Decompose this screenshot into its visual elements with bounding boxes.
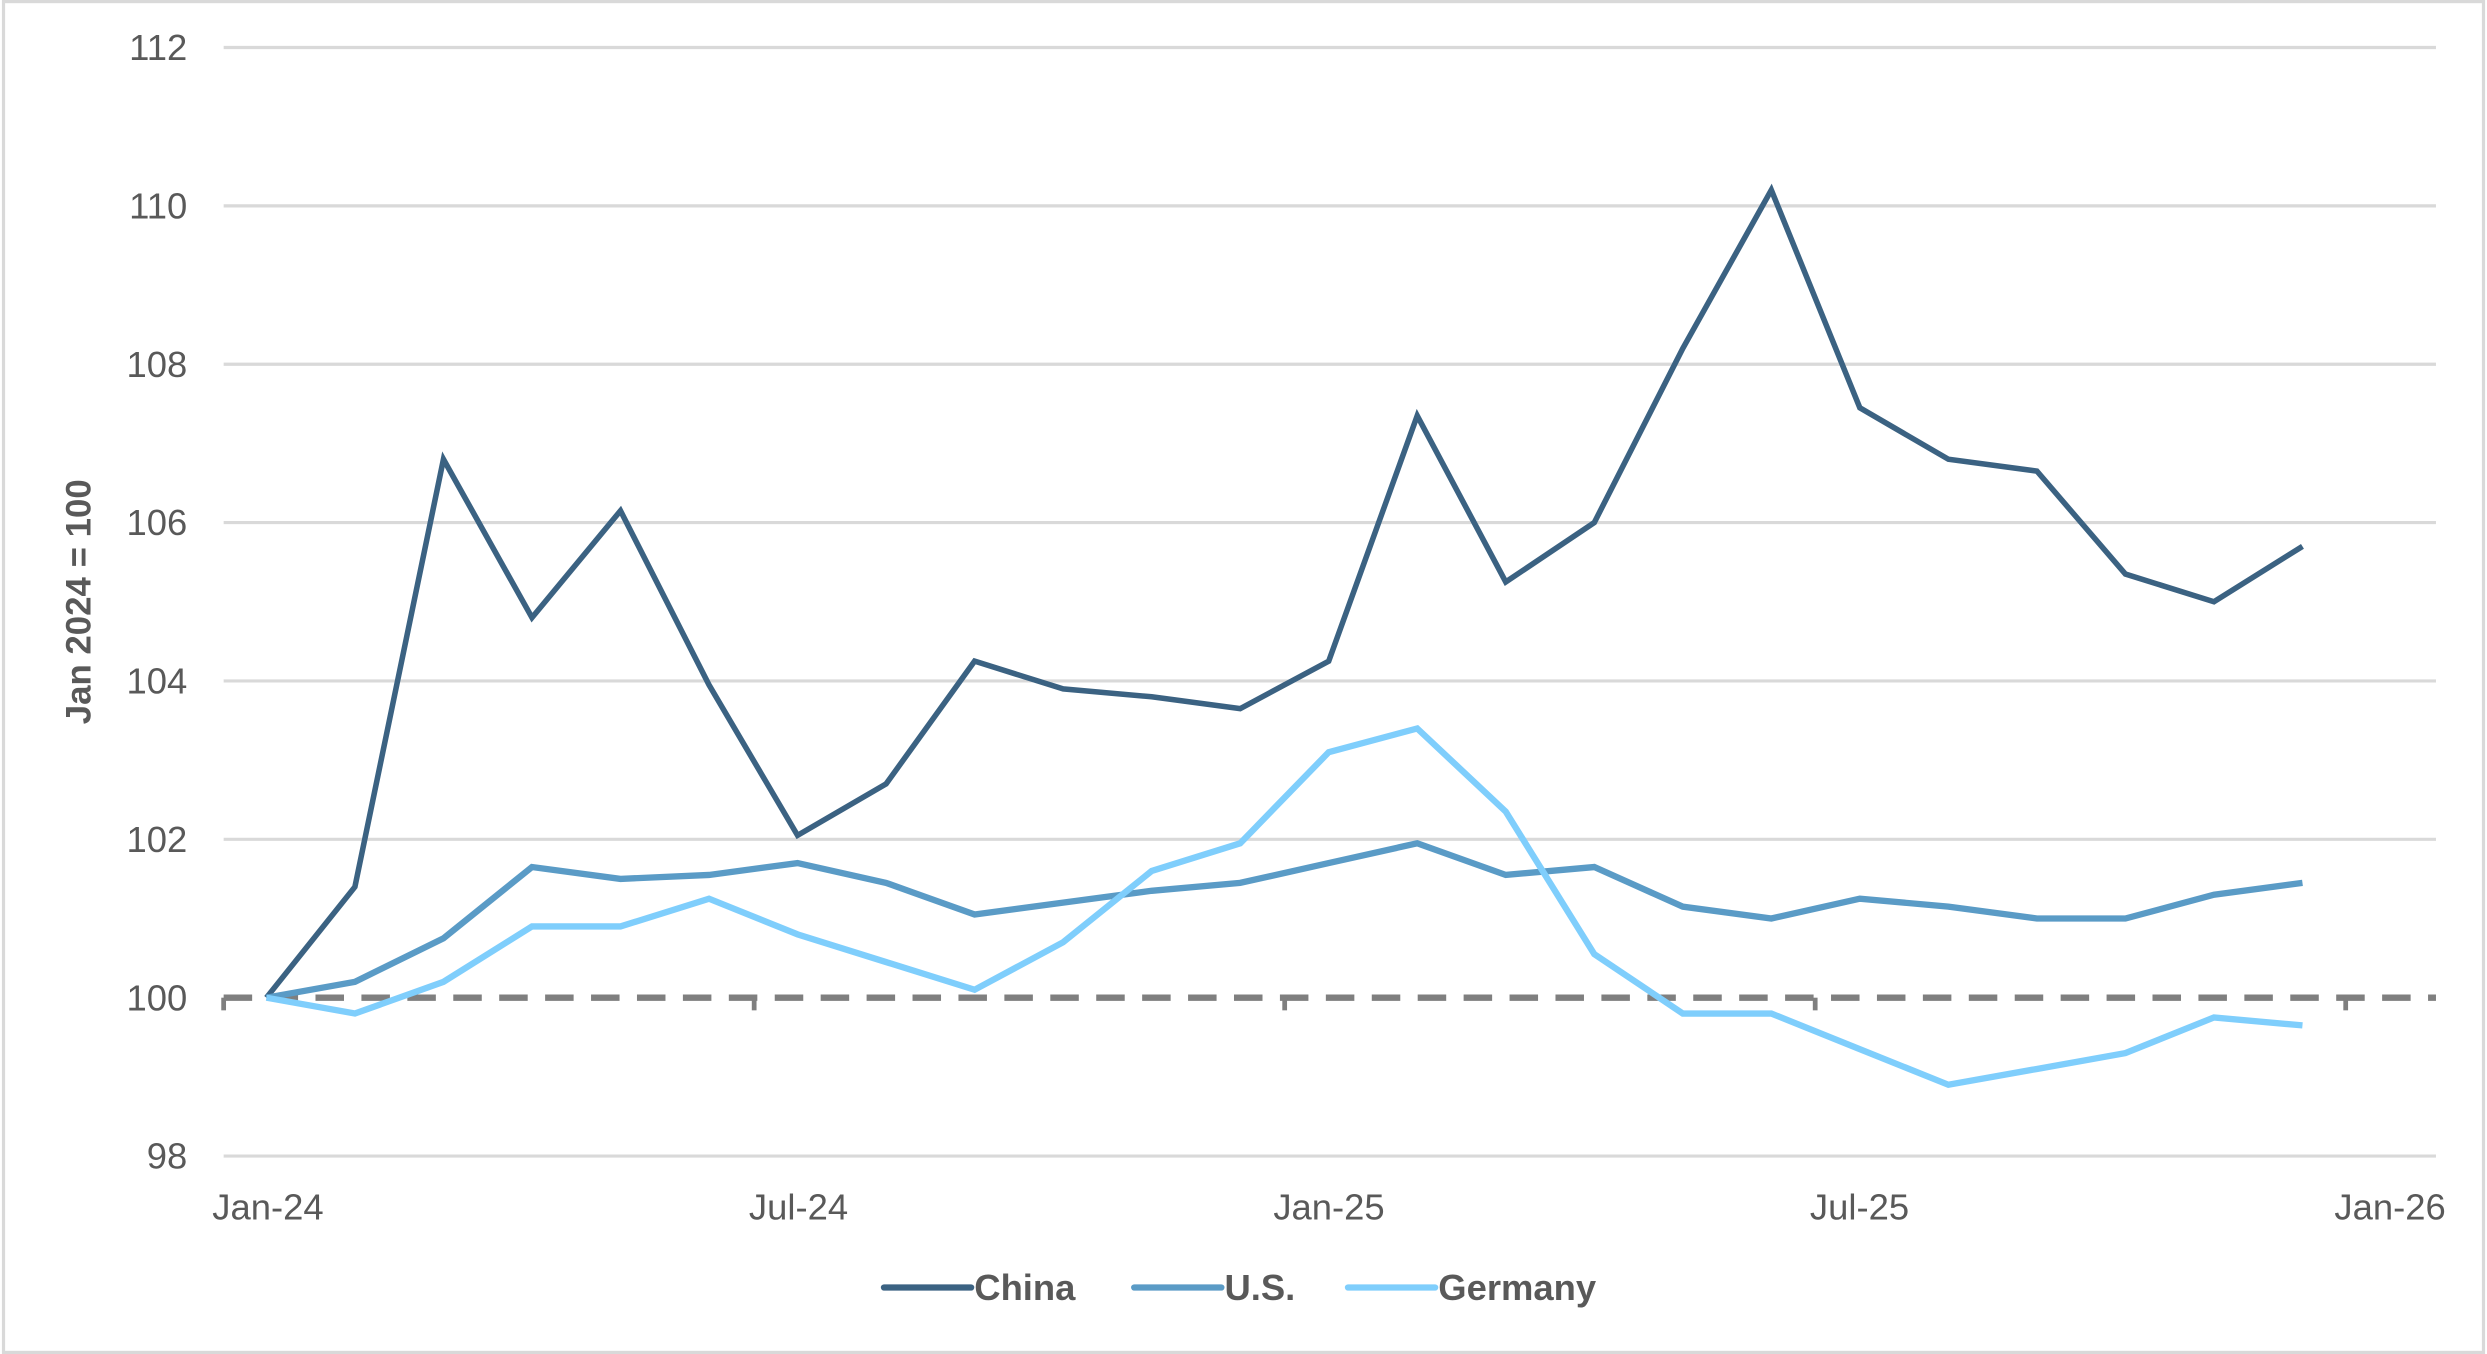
legend-label: China	[974, 1267, 1076, 1308]
gridlines	[223, 45, 2436, 1158]
series-line-us	[265, 839, 2303, 1001]
legend-label: U.S.	[1224, 1267, 1295, 1308]
y-tick-label: 112	[129, 27, 187, 68]
x-tick-label: Jan-25	[1273, 1186, 1384, 1227]
y-tick-label: 108	[126, 344, 187, 385]
y-axis-ticks: 98 100 102 104 106 108 110 112	[126, 27, 187, 1177]
y-tick-label: 110	[129, 186, 187, 227]
y-tick-label: 104	[126, 661, 187, 702]
series-line-china	[264, 183, 2304, 1000]
legend-label: Germany	[1438, 1267, 1597, 1308]
y-tick-label: 98	[147, 1136, 188, 1177]
x-tick-label: Jul-25	[1810, 1186, 1909, 1227]
legend: China U.S. Germany	[880, 1267, 1597, 1308]
y-tick-label: 100	[126, 977, 187, 1018]
series-lines	[264, 183, 2304, 1089]
x-tick-label: Jul-24	[749, 1186, 848, 1227]
y-tick-label: 106	[126, 502, 187, 543]
y-tick-label: 102	[126, 819, 187, 860]
x-tick-label: Jan-26	[2334, 1186, 2445, 1227]
x-axis-ticks: Jan-24 Jul-24 Jan-25 Jul-25 Jan-26	[212, 997, 2446, 1227]
y-axis-title: Jan 2024 = 100	[60, 479, 99, 724]
series-line-germany	[265, 724, 2303, 1089]
x-tick-label: Jan-24	[212, 1186, 323, 1227]
